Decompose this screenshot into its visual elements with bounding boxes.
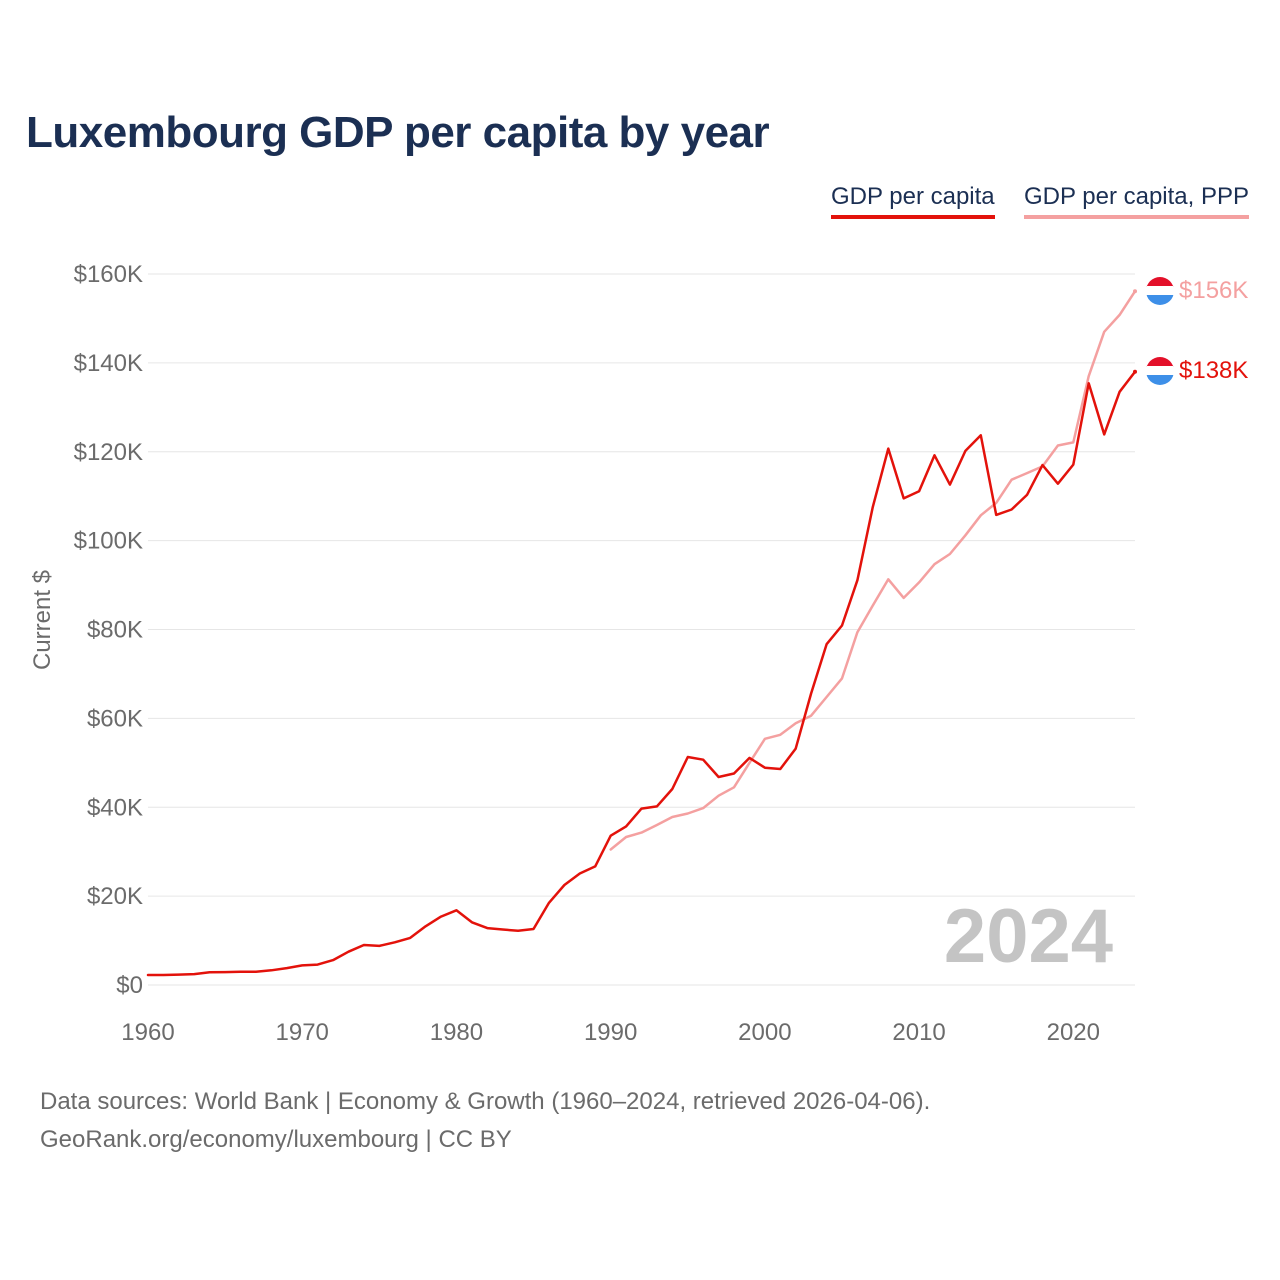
series-line-ppp <box>609 290 1137 851</box>
series-endpoint-gdp <box>1133 369 1137 374</box>
x-axis-ticks: 1960 1970 1980 1990 2000 2010 2020 <box>121 1019 1100 1046</box>
x-tick-label: 1990 <box>584 1019 637 1046</box>
y-tick-label: $120K <box>74 439 143 466</box>
series-endpoint-ppp <box>1133 289 1137 294</box>
x-tick-label: 1980 <box>430 1019 483 1046</box>
end-markers: $156K $138K <box>1146 277 1248 385</box>
y-tick-label: $100K <box>74 528 143 555</box>
series-lines <box>146 289 1137 977</box>
y-tick-label: $160K <box>74 261 143 288</box>
y-tick-label: $20K <box>87 883 143 910</box>
y-tick-label: $80K <box>87 617 143 644</box>
gridlines <box>148 273 1135 986</box>
y-tick-label: $40K <box>87 794 143 821</box>
end-label-gdp: $138K <box>1179 357 1248 384</box>
end-label-ppp: $156K <box>1179 277 1248 304</box>
year-watermark: 2024 <box>944 894 1113 979</box>
credit-link[interactable]: GeoRank.org/economy/luxembourg | CC BY <box>40 1126 512 1153</box>
y-axis-label: Current $ <box>29 570 56 670</box>
x-tick-label: 2010 <box>892 1019 945 1046</box>
data-source-note: Data sources: World Bank | Economy & Gro… <box>40 1088 931 1115</box>
y-axis-ticks: $0 $20K $40K $60K $80K $100K $120K $140K $160K <box>74 261 143 999</box>
legend-gdp-per-capita-ppp[interactable]: GDP per capita, PPP <box>1024 183 1249 219</box>
x-tick-label: 2000 <box>738 1019 791 1046</box>
legend-gdp-per-capita[interactable]: GDP per capita <box>831 183 995 219</box>
gdp-line-chart: $0 $20K $40K $60K $80K $100K $120K $140K $160K 1… <box>29 261 1248 1046</box>
flag-icon-gdp <box>1146 357 1174 385</box>
y-tick-label: $60K <box>87 705 143 732</box>
y-tick-label: $140K <box>74 350 143 377</box>
series-line-gdp <box>146 370 1137 977</box>
y-tick-label: $0 <box>116 972 143 999</box>
x-tick-label: 2020 <box>1047 1019 1100 1046</box>
chart-title: Luxembourg GDP per capita by year <box>26 108 770 157</box>
x-tick-label: 1970 <box>276 1019 329 1046</box>
x-tick-label: 1960 <box>121 1019 174 1046</box>
flag-icon-ppp <box>1146 277 1174 305</box>
